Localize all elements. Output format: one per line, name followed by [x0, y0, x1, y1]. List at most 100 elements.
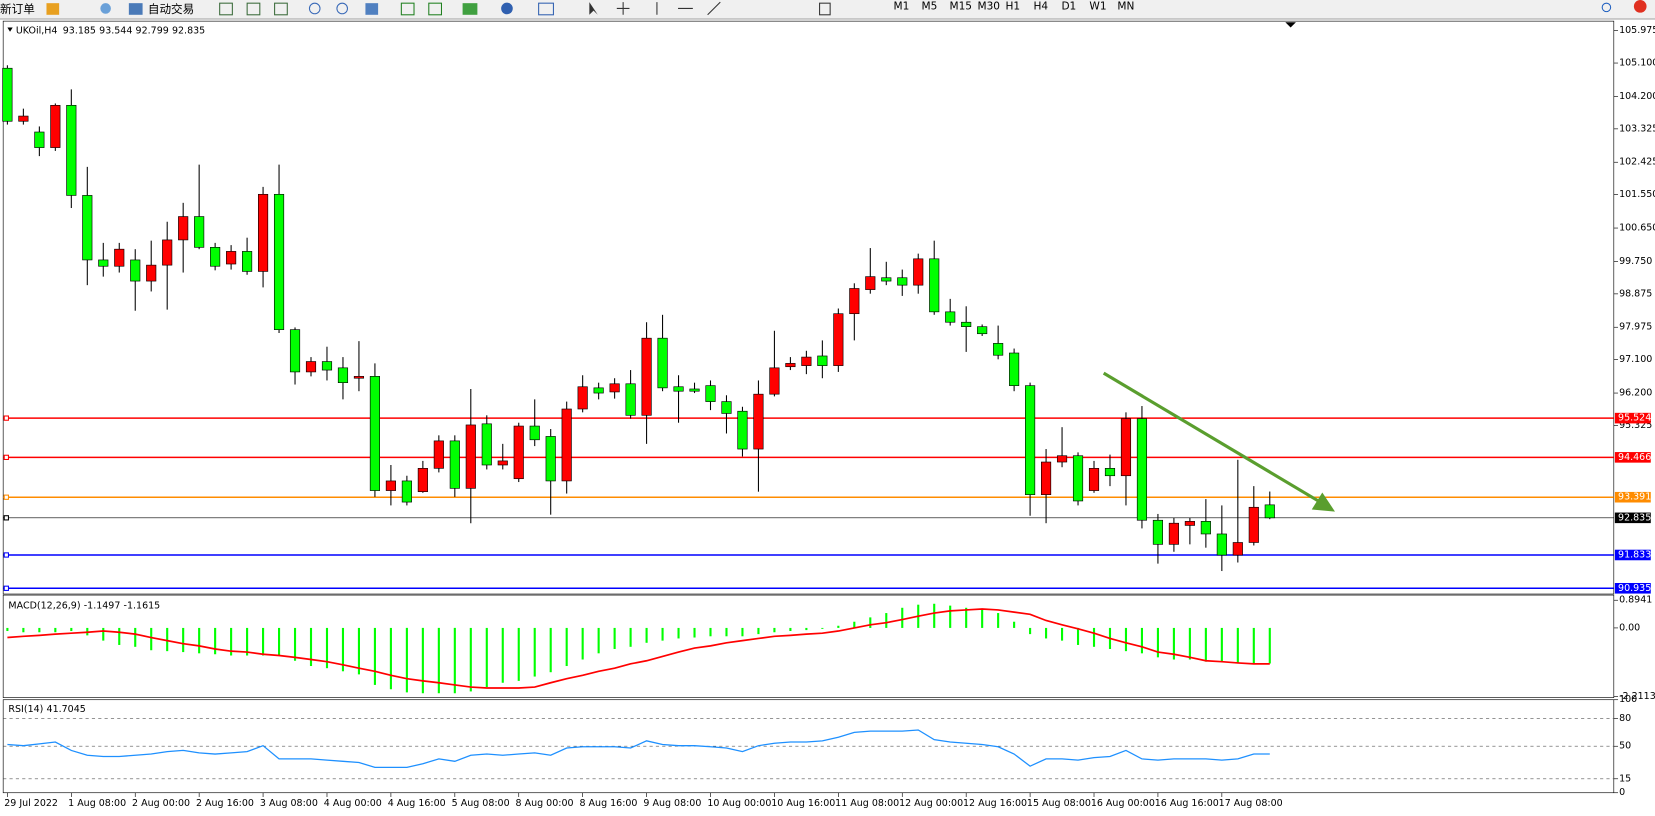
candle-body	[497, 460, 508, 466]
candle-body	[82, 195, 93, 261]
candle-body	[1200, 521, 1211, 535]
candle-body	[1136, 418, 1148, 521]
candle-body	[529, 425, 540, 441]
y-tick-label: 99.750	[1619, 256, 1652, 267]
timeframe-button[interactable]: H1	[1005, 0, 1020, 12]
level-label-bg	[1614, 412, 1651, 424]
candle-body	[1025, 385, 1036, 495]
timeframe-button[interactable]: H4	[1033, 0, 1048, 12]
candle-body	[545, 436, 556, 482]
y-tick-label: 105.100	[1619, 58, 1655, 69]
candle-body	[369, 376, 380, 491]
icon[interactable]	[46, 3, 60, 15]
icon[interactable]	[656, 1, 721, 16]
rsi-line	[7, 729, 1270, 768]
timeframe-button[interactable]: M15	[949, 0, 972, 12]
timeframe-button[interactable]: M30	[977, 0, 1000, 12]
x-tick-label: 2 Aug 00:00	[132, 798, 190, 809]
toolbar-icons	[46, 0, 1647, 16]
candle-body	[1184, 521, 1195, 526]
candle-body	[833, 313, 844, 366]
candle-body	[1168, 522, 1179, 545]
level-label-bg	[1614, 549, 1651, 561]
candle-body	[513, 425, 524, 480]
candle-body	[561, 408, 572, 482]
icon[interactable]	[246, 2, 261, 16]
y-tick-label: 0.00	[1619, 622, 1640, 633]
candle-body	[417, 468, 428, 493]
icon[interactable]	[501, 2, 513, 15]
icon[interactable]	[819, 2, 831, 16]
x-tick-label: 16 Aug 00:00	[1091, 798, 1155, 809]
candle-body	[433, 440, 444, 469]
level-label: 90.935	[1618, 583, 1651, 594]
candle-body	[385, 480, 396, 491]
candle-body	[897, 277, 908, 286]
timeframe-button[interactable]: W1	[1089, 0, 1106, 12]
icon[interactable]	[589, 2, 598, 15]
icon[interactable]	[462, 3, 478, 15]
y-tick-label: 100.650	[1619, 223, 1655, 234]
y-tick-label: 100	[1619, 694, 1637, 705]
candle-body	[210, 247, 221, 267]
signal-value: -1.1615	[124, 600, 161, 611]
icon[interactable]	[336, 2, 349, 15]
x-tick-label: 8 Aug 16:00	[579, 798, 637, 809]
candle-body	[178, 216, 189, 241]
x-tick-label: 12 Aug 00:00	[899, 798, 963, 809]
x-tick-label: 8 Aug 00:00	[516, 798, 574, 809]
icon[interactable]	[128, 3, 143, 15]
level-label-bg	[1614, 512, 1651, 524]
candle-body	[226, 251, 237, 265]
candle-body	[257, 193, 269, 272]
new-order[interactable]: 新订单	[0, 2, 35, 16]
candle-body	[1216, 533, 1227, 556]
candle-body	[1264, 504, 1275, 519]
candle-body	[162, 239, 173, 266]
icon[interactable]	[400, 2, 415, 16]
timeframe-button[interactable]: MN	[1117, 0, 1134, 12]
candle-body	[929, 258, 940, 313]
candle-body	[34, 131, 45, 148]
rsi-header: RSI(14) 41.7045	[8, 704, 85, 715]
notification[interactable]	[1633, 0, 1647, 13]
candle-body	[449, 440, 460, 489]
x-tick-label: 4 Aug 16:00	[388, 798, 446, 809]
icon[interactable]	[1601, 2, 1612, 13]
icon[interactable]	[100, 3, 111, 14]
candle-body	[1248, 506, 1259, 543]
timeframe-button[interactable]: M1	[894, 0, 910, 12]
macd-panel	[2, 594, 1615, 698]
x-tick-label: 3 Aug 08:00	[260, 798, 318, 809]
timeframe-button[interactable]: M5	[921, 0, 937, 12]
icon[interactable]	[274, 2, 288, 16]
rsi-title: RSI(14)	[8, 704, 43, 715]
y-tick-label: 102.425	[1619, 157, 1655, 168]
signal-line	[7, 608, 1270, 689]
candle-body	[977, 326, 988, 335]
icon[interactable]	[616, 2, 630, 15]
candle-body	[18, 115, 29, 122]
icon[interactable]	[219, 2, 233, 16]
y-tick-label: 101.550	[1619, 189, 1655, 200]
x-tick-label: 5 Aug 08:00	[452, 798, 510, 809]
trend-arrow	[1102, 371, 1322, 504]
icon[interactable]	[308, 2, 321, 15]
y-tick-label: 15	[1619, 773, 1631, 784]
candle-body	[849, 288, 860, 315]
close-value: 92.835	[172, 25, 205, 36]
main-panel	[2, 20, 1615, 595]
icon[interactable]	[538, 2, 554, 16]
candle-body	[305, 361, 317, 373]
y-tick-label: 96.200	[1619, 388, 1652, 399]
icon[interactable]	[428, 2, 443, 16]
x-tick-label: 11 Aug 08:00	[835, 798, 899, 809]
auto-trading[interactable]: 自动交易	[148, 2, 194, 16]
x-tick-label: 1 Aug 08:00	[68, 798, 126, 809]
candle-body	[993, 343, 1004, 356]
candle-body	[1041, 461, 1052, 495]
icon[interactable]	[365, 3, 379, 15]
x-tick-label: 17 Aug 08:00	[1219, 798, 1283, 809]
timeframe-button[interactable]: D1	[1061, 0, 1076, 12]
candle-body	[657, 337, 668, 389]
